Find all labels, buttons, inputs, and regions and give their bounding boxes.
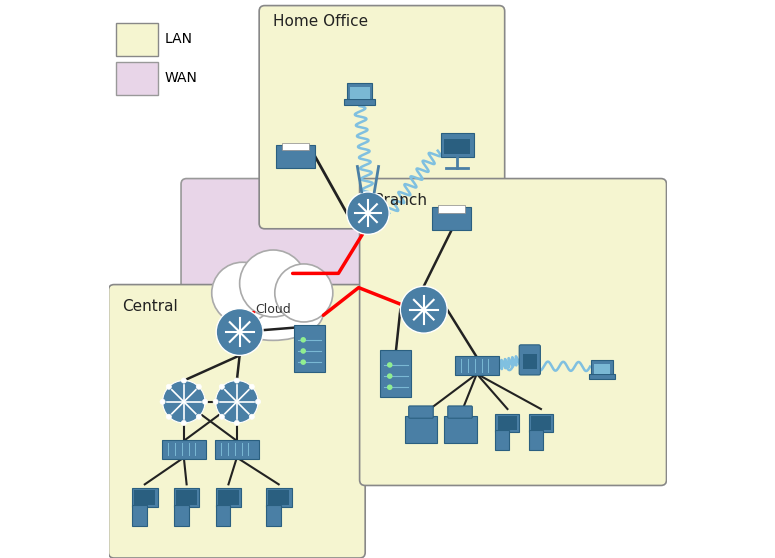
Circle shape: [387, 362, 392, 368]
Circle shape: [239, 250, 307, 317]
FancyBboxPatch shape: [115, 23, 158, 56]
FancyBboxPatch shape: [176, 490, 197, 505]
Circle shape: [196, 384, 202, 389]
FancyBboxPatch shape: [109, 285, 365, 558]
FancyBboxPatch shape: [174, 488, 199, 507]
Circle shape: [346, 192, 389, 234]
FancyBboxPatch shape: [115, 62, 158, 95]
Circle shape: [301, 348, 306, 354]
FancyBboxPatch shape: [522, 354, 537, 369]
Circle shape: [387, 373, 392, 379]
Circle shape: [215, 381, 258, 423]
Circle shape: [250, 414, 254, 419]
FancyBboxPatch shape: [218, 490, 239, 505]
Circle shape: [213, 399, 219, 405]
Circle shape: [196, 414, 202, 419]
FancyBboxPatch shape: [294, 325, 325, 372]
FancyBboxPatch shape: [439, 205, 465, 213]
FancyBboxPatch shape: [443, 416, 477, 443]
Circle shape: [301, 337, 306, 343]
FancyBboxPatch shape: [594, 364, 611, 374]
FancyBboxPatch shape: [266, 505, 281, 526]
FancyBboxPatch shape: [350, 87, 370, 99]
FancyBboxPatch shape: [408, 406, 433, 418]
FancyBboxPatch shape: [529, 414, 553, 432]
FancyBboxPatch shape: [132, 505, 146, 526]
FancyBboxPatch shape: [444, 139, 470, 154]
FancyBboxPatch shape: [347, 84, 372, 102]
Ellipse shape: [223, 285, 323, 340]
Circle shape: [160, 399, 165, 405]
FancyBboxPatch shape: [498, 416, 517, 430]
Circle shape: [401, 286, 447, 333]
FancyBboxPatch shape: [441, 133, 474, 157]
FancyBboxPatch shape: [495, 430, 509, 450]
Circle shape: [219, 384, 225, 389]
FancyBboxPatch shape: [215, 488, 241, 507]
FancyBboxPatch shape: [590, 374, 615, 379]
FancyBboxPatch shape: [345, 99, 374, 105]
FancyBboxPatch shape: [432, 207, 471, 230]
FancyBboxPatch shape: [276, 145, 315, 168]
FancyBboxPatch shape: [381, 350, 412, 397]
FancyBboxPatch shape: [495, 414, 519, 432]
FancyBboxPatch shape: [455, 356, 499, 375]
FancyBboxPatch shape: [215, 505, 230, 526]
Text: LAN: LAN: [164, 32, 192, 46]
Circle shape: [256, 399, 260, 405]
Circle shape: [234, 420, 239, 426]
Circle shape: [202, 399, 208, 405]
Text: Central: Central: [122, 299, 178, 314]
FancyBboxPatch shape: [259, 6, 505, 229]
Circle shape: [216, 309, 263, 355]
Circle shape: [387, 384, 392, 390]
FancyBboxPatch shape: [268, 490, 289, 505]
FancyBboxPatch shape: [174, 505, 188, 526]
Circle shape: [250, 384, 254, 389]
FancyBboxPatch shape: [529, 430, 542, 450]
FancyBboxPatch shape: [162, 440, 206, 459]
Circle shape: [163, 381, 205, 423]
Text: WAN: WAN: [164, 71, 197, 85]
Circle shape: [234, 378, 239, 383]
Circle shape: [212, 262, 273, 324]
Text: Home Office: Home Office: [273, 14, 368, 29]
FancyBboxPatch shape: [181, 179, 432, 396]
FancyBboxPatch shape: [282, 143, 308, 151]
Circle shape: [275, 264, 332, 322]
FancyBboxPatch shape: [132, 488, 157, 507]
FancyBboxPatch shape: [215, 440, 259, 459]
Circle shape: [181, 378, 186, 383]
FancyBboxPatch shape: [360, 179, 666, 485]
FancyBboxPatch shape: [519, 345, 540, 375]
Circle shape: [301, 359, 306, 365]
Text: Branch: Branch: [374, 193, 428, 208]
Text: Cloud: Cloud: [255, 303, 291, 316]
FancyBboxPatch shape: [266, 488, 291, 507]
FancyBboxPatch shape: [405, 416, 437, 443]
FancyBboxPatch shape: [448, 406, 472, 418]
Circle shape: [181, 420, 186, 426]
FancyBboxPatch shape: [591, 360, 613, 376]
Circle shape: [219, 414, 225, 419]
FancyBboxPatch shape: [531, 416, 551, 430]
Circle shape: [167, 384, 171, 389]
FancyBboxPatch shape: [134, 490, 155, 505]
Circle shape: [167, 414, 171, 419]
